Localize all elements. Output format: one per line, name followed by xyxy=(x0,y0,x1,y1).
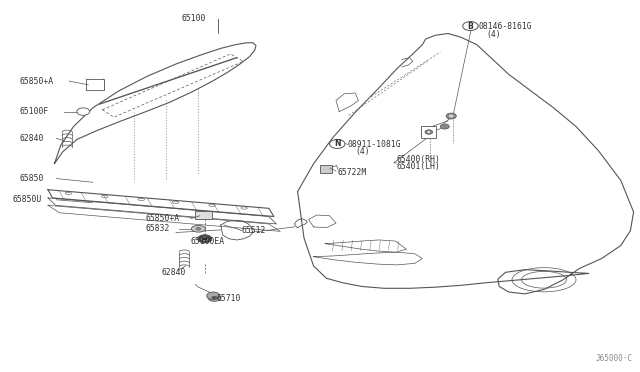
Ellipse shape xyxy=(65,192,72,195)
Text: 62840: 62840 xyxy=(19,134,44,143)
Circle shape xyxy=(208,294,221,301)
Text: 65850U: 65850U xyxy=(13,195,42,204)
Circle shape xyxy=(77,108,90,115)
Text: 65512: 65512 xyxy=(242,226,266,235)
Text: 65100F: 65100F xyxy=(19,107,49,116)
FancyBboxPatch shape xyxy=(421,126,436,138)
Circle shape xyxy=(205,213,209,215)
Circle shape xyxy=(330,140,345,148)
Ellipse shape xyxy=(522,272,566,288)
Circle shape xyxy=(196,227,201,230)
Text: 65400(RH): 65400(RH) xyxy=(397,155,441,164)
Text: 65850: 65850 xyxy=(19,174,44,183)
Text: (4): (4) xyxy=(486,30,501,39)
Circle shape xyxy=(207,292,220,299)
Circle shape xyxy=(449,115,453,117)
Text: J65000·C: J65000·C xyxy=(595,354,632,363)
Text: (4): (4) xyxy=(355,147,370,156)
Text: 65401(LH): 65401(LH) xyxy=(397,162,441,171)
Circle shape xyxy=(212,296,217,299)
Text: 65100: 65100 xyxy=(182,14,206,23)
Circle shape xyxy=(446,113,456,119)
Ellipse shape xyxy=(209,204,215,206)
Ellipse shape xyxy=(191,225,205,232)
Text: 08146-8161G: 08146-8161G xyxy=(479,22,532,31)
FancyBboxPatch shape xyxy=(86,79,104,90)
Text: B: B xyxy=(468,22,473,31)
Circle shape xyxy=(198,213,202,215)
Text: 65710: 65710 xyxy=(216,294,241,303)
Circle shape xyxy=(202,237,208,241)
FancyBboxPatch shape xyxy=(195,211,212,219)
Circle shape xyxy=(425,130,433,134)
Text: 65850+A: 65850+A xyxy=(146,214,180,223)
Text: 65850+A: 65850+A xyxy=(19,77,53,86)
Circle shape xyxy=(427,131,431,133)
Circle shape xyxy=(463,22,478,31)
Text: N: N xyxy=(334,140,340,148)
Text: 65100EA: 65100EA xyxy=(190,237,224,246)
Ellipse shape xyxy=(102,195,108,198)
Ellipse shape xyxy=(138,198,145,201)
Text: 65722M: 65722M xyxy=(337,168,367,177)
FancyBboxPatch shape xyxy=(320,165,332,173)
Circle shape xyxy=(440,124,449,129)
Text: 08911-1081G: 08911-1081G xyxy=(348,140,401,149)
Text: 62840: 62840 xyxy=(161,268,186,277)
Circle shape xyxy=(198,235,212,243)
Text: 65832: 65832 xyxy=(146,224,170,233)
Ellipse shape xyxy=(241,207,247,209)
Ellipse shape xyxy=(172,201,179,203)
Ellipse shape xyxy=(512,268,576,292)
